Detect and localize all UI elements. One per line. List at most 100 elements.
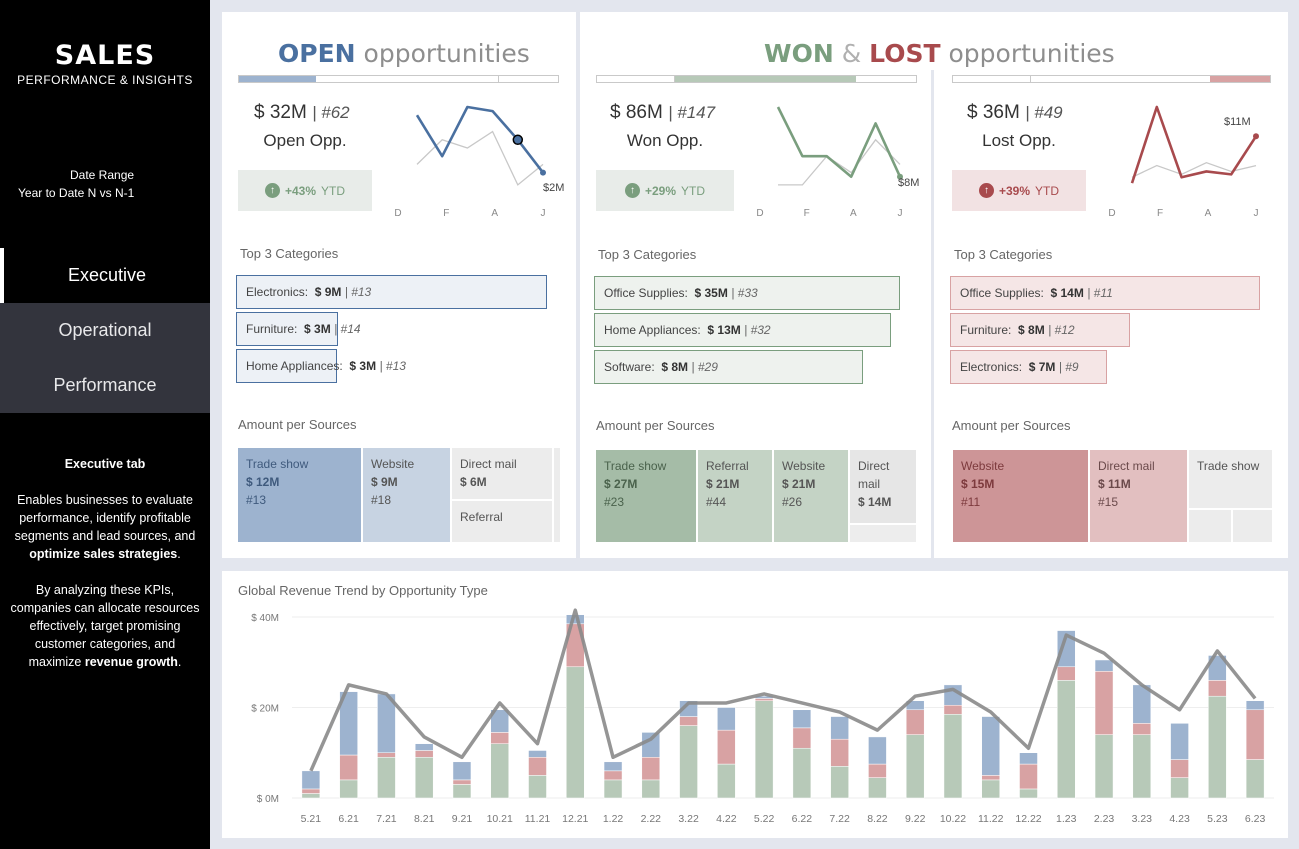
cell-count: #13	[246, 493, 267, 507]
won-progress-fill	[674, 76, 856, 82]
bar-segment-won	[490, 743, 509, 799]
lost-progress-bar	[952, 75, 1271, 83]
sparkline-axis-tick: J	[541, 208, 546, 219]
lost-kpi-label: Lost Opp.	[982, 131, 1056, 150]
lost-header-strong: LOST	[869, 39, 941, 68]
bar-segment-open	[1057, 630, 1076, 668]
x-tick-label: 5.22	[754, 813, 775, 825]
cell-count: #18	[371, 493, 392, 507]
category-count: | #9	[1058, 360, 1079, 374]
bar-segment-lost	[792, 727, 812, 749]
category-amount: $ 3M	[349, 359, 377, 373]
won-sources-treemap: Trade show $ 27M #23 Referral $ 21M #44 Webs…	[596, 450, 916, 542]
progress-tick	[1030, 76, 1031, 82]
won-kpi-label: Won Opp.	[626, 131, 704, 150]
won-count-value: #147	[677, 103, 716, 122]
lost-category-3[interactable]: Electronics: $ 7M | #9	[950, 350, 1107, 384]
won-category-1[interactable]: Office Supplies: $ 35M | #33	[594, 276, 900, 310]
desc-text: .	[177, 655, 182, 669]
lost-sources-treemap: Website $ 15M #11 Direct mail $ 11M #15 Trad…	[953, 450, 1272, 542]
bar-segment-won	[1208, 695, 1227, 799]
treemap-cell-other[interactable]	[1233, 510, 1272, 542]
bar-segment-won	[528, 775, 547, 799]
won-category-2[interactable]: Home Appliances: $ 13M | #32	[594, 313, 891, 347]
cell-amount: $ 9M	[371, 475, 398, 489]
won-ytd-suffix: YTD	[681, 183, 706, 198]
open-category-1[interactable]: Electronics: $ 9M | #13	[236, 275, 547, 309]
bar-segment-won	[830, 766, 849, 799]
open-amount: $ 32M	[254, 102, 307, 123]
bar-segment-open	[339, 691, 358, 756]
treemap-cell-trade-show[interactable]: Trade show $ 27M #23	[596, 450, 696, 542]
sparkline-axis-tick: D	[756, 208, 763, 219]
sparkline-end-label: $8M	[898, 177, 919, 189]
bar-segment-open	[452, 761, 472, 781]
y-tick-label: $ 20M	[251, 704, 279, 715]
progress-tick	[498, 76, 499, 82]
bar-segment-won	[1019, 788, 1038, 799]
treemap-cell-website[interactable]: Website $ 15M #11	[953, 450, 1088, 542]
bar-segment-open	[603, 761, 623, 772]
treemap-cell-other[interactable]	[554, 448, 560, 542]
open-category-3[interactable]: Home Appliances: $ 3M | #13	[236, 349, 406, 383]
cell-name: Direct mail	[1098, 459, 1155, 473]
treemap-cell-website[interactable]: Website $ 9M #18	[363, 448, 450, 542]
treemap-cell-website[interactable]: Website $ 21M #26	[774, 450, 848, 542]
open-header: OPEN opportunities	[278, 39, 530, 68]
sparkline-end-label: $2M	[543, 182, 564, 194]
lost-category-2[interactable]: Furniture: $ 8M | #12	[950, 313, 1130, 347]
x-tick-label: 4.22	[716, 813, 737, 825]
date-range-value[interactable]: Year to Date N vs N-1	[18, 186, 135, 200]
won-category-3[interactable]: Software: $ 8M | #29	[594, 350, 863, 384]
treemap-cell-other[interactable]	[1189, 510, 1231, 542]
brand: SALES PERFORMANCE & INSIGHTS	[0, 0, 210, 87]
bar-segment-open	[830, 716, 849, 740]
won-sources-title: Amount per Sources	[596, 418, 715, 433]
nav-tab-performance[interactable]: Performance	[0, 358, 210, 413]
treemap-cell-trade-show[interactable]: Trade show	[1189, 450, 1272, 508]
bar-segment-lost	[943, 704, 963, 715]
bar-segment-won	[641, 779, 661, 799]
open-category-2[interactable]: Furniture: $ 3M | #14	[236, 312, 361, 346]
desc-text: .	[177, 547, 181, 561]
treemap-cell-direct-mail[interactable]: Direct mail $ 6M	[452, 448, 552, 499]
nav-tab-operational[interactable]: Operational	[0, 303, 210, 358]
sparkline-current-line	[1130, 105, 1258, 184]
y-tick-label: $ 0M	[257, 794, 279, 805]
bar-segment-lost	[981, 775, 1000, 781]
x-tick-label: 4.23	[1169, 813, 1190, 825]
treemap-cell-direct-mail[interactable]: Direct mail $ 14M	[850, 450, 916, 523]
bar-segment-lost	[452, 779, 472, 785]
won-progress-bar	[596, 75, 917, 83]
lost-category-1[interactable]: Office Supplies: $ 14M | #11	[950, 276, 1260, 310]
sparkline-axis-tick: A	[1205, 208, 1212, 219]
lost-count-value: #49	[1034, 103, 1063, 122]
cell-amount: $ 11M	[1098, 477, 1131, 491]
x-tick-label: 7.21	[376, 813, 397, 825]
cell-count: #23	[604, 495, 625, 509]
bar-segment-won	[1170, 777, 1189, 799]
cell-amount: $ 21M	[782, 477, 816, 491]
app-subtitle: PERFORMANCE & INSIGHTS	[17, 73, 193, 87]
category-name: Home Appliances:	[246, 359, 343, 373]
bar-segment-won	[679, 725, 698, 799]
treemap-cell-referral[interactable]: Referral	[452, 501, 552, 542]
category-count: | #11	[1087, 286, 1113, 300]
open-progress-bar	[238, 75, 559, 83]
lost-top-title: Top 3 Categories	[954, 247, 1053, 262]
cell-name: Referral	[460, 510, 503, 524]
category-amount: $ 35M	[694, 286, 728, 300]
bar-segment-won	[452, 784, 472, 799]
nav-tab-executive[interactable]: Executive	[0, 248, 210, 303]
bar-segment-open	[1019, 752, 1038, 765]
cell-name: Website	[961, 459, 1005, 473]
lost-sparkline: $11M D F A J	[1108, 105, 1259, 219]
treemap-cell-other[interactable]	[850, 525, 916, 542]
treemap-cell-trade-show[interactable]: Trade show $ 12M #13	[238, 448, 361, 542]
treemap-cell-referral[interactable]: Referral $ 21M #44	[698, 450, 772, 542]
sparkline-current-line	[415, 105, 545, 174]
treemap-cell-direct-mail[interactable]: Direct mail $ 11M #15	[1090, 450, 1187, 542]
bar-segment-won	[414, 757, 434, 799]
category-count: | #13	[379, 359, 406, 373]
category-name: Electronics:	[246, 285, 309, 299]
